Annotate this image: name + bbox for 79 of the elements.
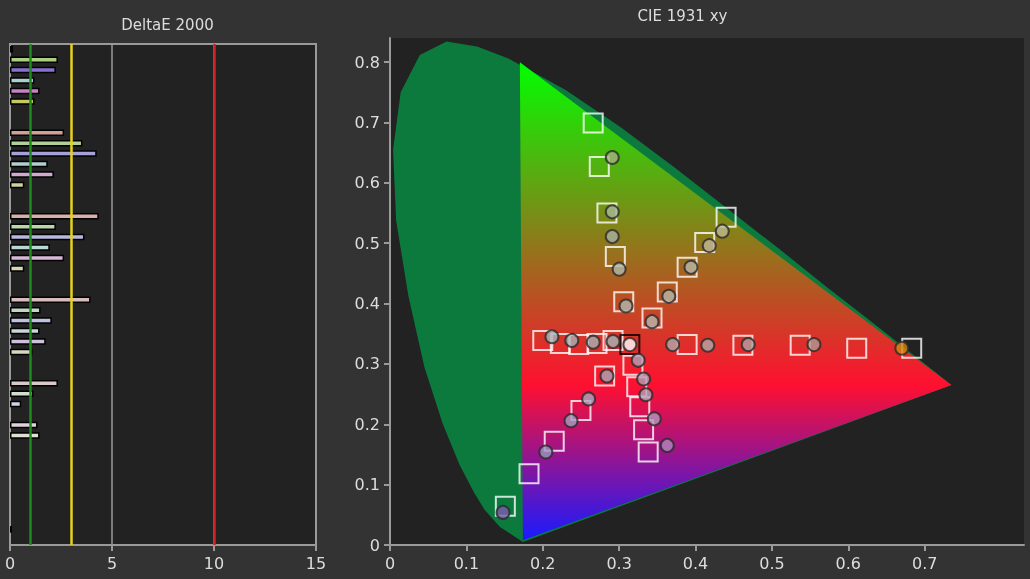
x-tick-label: 0.4 <box>682 553 709 573</box>
y-tick-label: 0.1 <box>354 475 380 495</box>
y-tick-label: 0.6 <box>354 173 380 193</box>
point <box>894 340 910 356</box>
point <box>700 337 716 353</box>
point <box>638 387 654 403</box>
point <box>494 495 516 517</box>
x-tick-label: 0.3 <box>606 553 632 573</box>
point <box>676 256 698 278</box>
point <box>604 245 626 267</box>
point <box>604 150 620 165</box>
point <box>604 229 620 245</box>
point <box>581 391 597 407</box>
point <box>549 332 571 354</box>
point <box>714 223 730 239</box>
point <box>659 437 675 453</box>
y-tick-label: 0.8 <box>354 52 380 72</box>
bar <box>10 265 25 272</box>
point <box>806 337 822 353</box>
point <box>629 396 651 418</box>
x-tick-label: 0.7 <box>911 553 938 573</box>
bar <box>10 400 22 408</box>
x-tick-label: 5 <box>106 553 118 573</box>
point <box>588 156 610 178</box>
point <box>715 206 737 228</box>
x-tick-label: 15 <box>305 553 327 573</box>
point <box>901 337 923 359</box>
point <box>622 354 644 376</box>
bar <box>10 171 54 178</box>
point <box>626 376 648 398</box>
bar <box>10 181 25 189</box>
chart-title: CIE 1931 xy <box>637 6 728 25</box>
point <box>633 419 655 441</box>
point <box>532 329 554 351</box>
x-tick-label: 10 <box>203 553 225 573</box>
point <box>538 444 554 460</box>
x-tick-label: 0 <box>4 553 16 573</box>
point <box>602 329 624 351</box>
point <box>665 337 681 353</box>
y-tick-label: 0.3 <box>354 354 380 374</box>
y-tick-label: 0.5 <box>354 233 380 253</box>
x-tick-label: 0.6 <box>835 553 862 573</box>
bar <box>10 317 52 324</box>
point <box>676 334 698 356</box>
point <box>518 463 540 485</box>
point <box>846 337 868 359</box>
point <box>646 411 662 427</box>
point <box>611 261 627 277</box>
y-tick-label: 0.7 <box>354 113 380 132</box>
point <box>594 365 616 387</box>
bar <box>10 338 46 345</box>
point <box>582 112 604 134</box>
bar <box>10 129 65 136</box>
point <box>789 334 811 356</box>
y-tick-label: 0.4 <box>354 294 380 314</box>
point <box>641 307 663 329</box>
bar <box>10 223 56 230</box>
point <box>563 413 579 429</box>
point <box>732 334 754 356</box>
y-tick-label: 0 <box>369 535 380 555</box>
x-tick-label: 0.5 <box>759 553 785 573</box>
bar <box>10 150 97 157</box>
x-tick-label: 0.1 <box>453 553 480 573</box>
y-tick-label: 0.2 <box>354 414 380 434</box>
point <box>568 334 590 356</box>
bar <box>10 56 58 63</box>
point <box>656 281 678 303</box>
point <box>543 430 565 452</box>
point <box>586 332 608 354</box>
x-tick-label: 0.2 <box>530 553 556 573</box>
point <box>596 202 618 224</box>
chart-title: DeltaE 2000 <box>121 15 214 34</box>
bar <box>10 244 50 251</box>
bar <box>10 296 91 303</box>
point <box>613 291 635 313</box>
point <box>637 441 659 463</box>
point <box>694 232 716 254</box>
point <box>570 399 592 421</box>
x-tick-label: 0 <box>384 553 396 573</box>
